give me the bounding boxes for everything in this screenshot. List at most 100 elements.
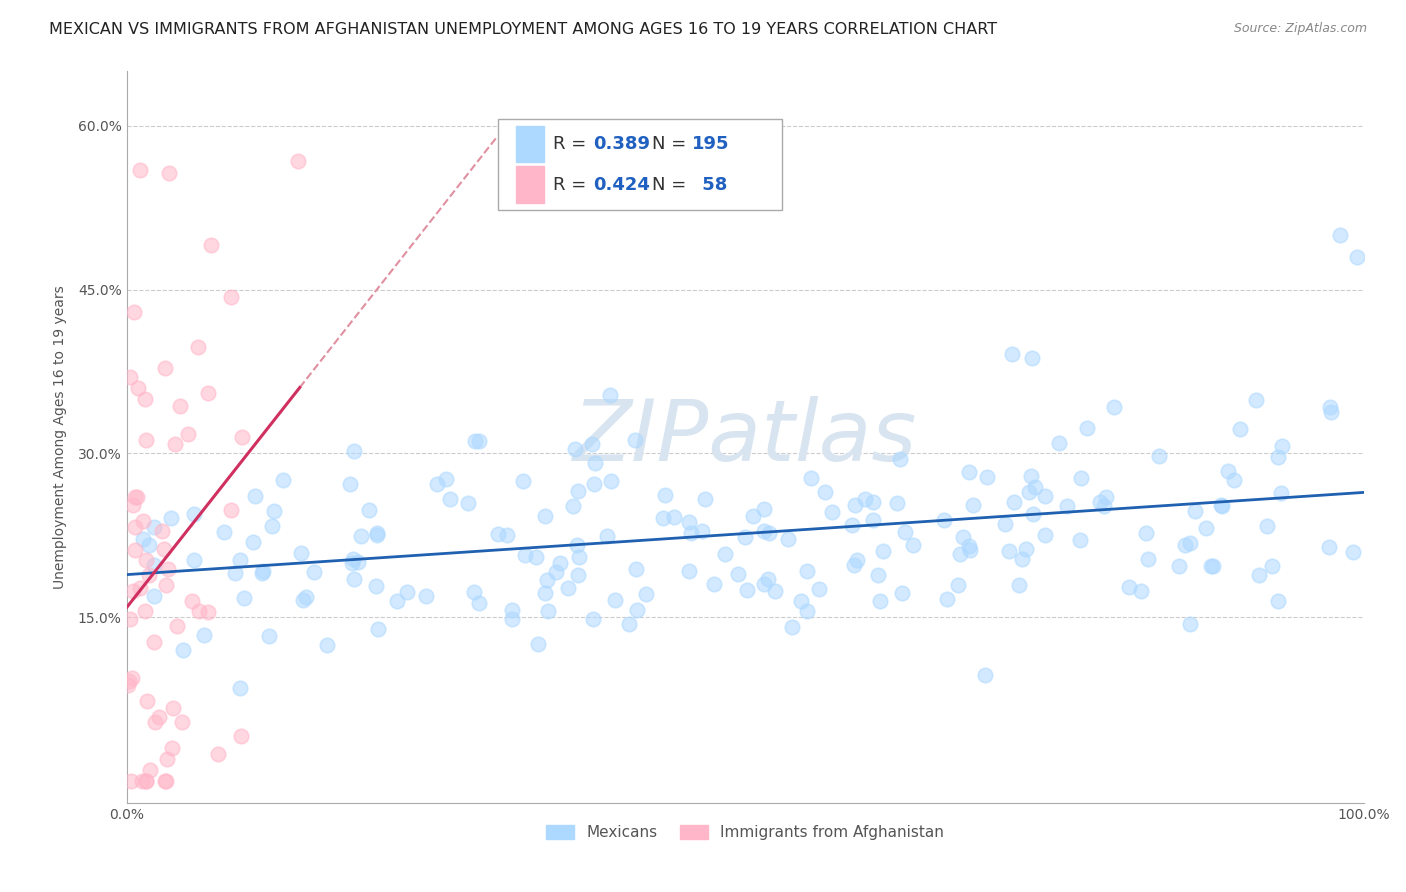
Point (157, 165, 180, 179)
Point (135, 694, 157, 708)
Point (287, 153, 309, 168)
Point (754, 524, 776, 539)
Point (252, 566, 274, 580)
Point (132, 533, 155, 547)
Text: ZIPatlas: ZIPatlas (574, 395, 917, 479)
Point (1329, 228, 1351, 243)
Point (536, 573, 558, 587)
Point (434, 472, 457, 486)
Point (533, 509, 555, 524)
Point (952, 530, 974, 544)
Point (501, 603, 523, 617)
Point (603, 592, 626, 607)
Point (1088, 495, 1111, 509)
Point (567, 538, 589, 552)
Point (229, 681, 252, 695)
Point (1256, 519, 1278, 533)
Point (155, 577, 177, 591)
Point (1320, 405, 1343, 419)
Point (1195, 521, 1218, 535)
Point (790, 594, 813, 608)
Point (193, 628, 215, 642)
Point (1015, 541, 1038, 556)
Point (1319, 401, 1341, 415)
Point (257, 629, 280, 643)
Point (734, 531, 756, 545)
Point (467, 596, 489, 610)
Point (1002, 495, 1025, 509)
Point (426, 477, 449, 491)
Point (347, 555, 370, 569)
Point (1056, 499, 1078, 513)
Point (959, 542, 981, 557)
Point (138, 538, 160, 552)
Legend: Mexicans, Immigrants from Afghanistan: Mexicans, Immigrants from Afghanistan (540, 819, 950, 847)
Point (229, 552, 252, 566)
Text: N =: N = (652, 176, 692, 194)
Point (152, 524, 174, 538)
Point (1070, 471, 1092, 485)
Point (595, 529, 617, 543)
Point (118, 370, 141, 384)
Point (219, 503, 242, 517)
Point (617, 617, 640, 632)
Point (741, 508, 763, 523)
Point (512, 474, 534, 488)
Point (662, 510, 685, 524)
Point (122, 304, 145, 318)
Point (262, 518, 284, 533)
Point (758, 526, 780, 541)
Point (853, 492, 876, 507)
Point (1267, 594, 1289, 608)
Text: 0.424: 0.424 (593, 176, 650, 194)
Point (155, 774, 177, 789)
Point (1180, 617, 1202, 632)
Point (568, 549, 591, 564)
Point (366, 525, 388, 540)
Point (169, 400, 191, 414)
Text: 0.389: 0.389 (593, 136, 650, 153)
Point (155, 774, 177, 789)
Point (118, 674, 141, 689)
Point (1202, 559, 1225, 574)
Point (796, 564, 818, 578)
Point (343, 444, 366, 458)
Point (463, 584, 485, 599)
Point (139, 763, 162, 777)
Point (993, 517, 1015, 532)
Point (957, 539, 980, 553)
Point (142, 589, 165, 603)
Point (1092, 499, 1115, 513)
Point (1018, 484, 1040, 499)
Point (231, 430, 253, 444)
Point (271, 474, 294, 488)
Point (1211, 498, 1233, 512)
Point (1047, 436, 1070, 450)
Point (841, 518, 863, 533)
Point (1076, 421, 1098, 435)
Point (1095, 490, 1118, 504)
Point (1129, 583, 1152, 598)
Text: 58: 58 (696, 176, 727, 194)
Point (1033, 489, 1056, 503)
Point (869, 594, 891, 608)
Point (998, 544, 1021, 558)
Point (122, 498, 145, 512)
Point (350, 529, 373, 543)
Point (763, 584, 786, 599)
Point (212, 525, 235, 540)
Point (233, 591, 256, 606)
Point (200, 238, 222, 252)
Point (678, 515, 700, 529)
Point (486, 526, 509, 541)
Text: N =: N = (652, 136, 692, 153)
Point (367, 622, 389, 636)
Point (340, 557, 363, 571)
Point (1118, 580, 1140, 594)
Point (134, 604, 156, 618)
Point (127, 381, 149, 395)
Point (1174, 538, 1197, 552)
Point (872, 543, 894, 558)
Point (562, 499, 585, 513)
Point (159, 511, 181, 525)
